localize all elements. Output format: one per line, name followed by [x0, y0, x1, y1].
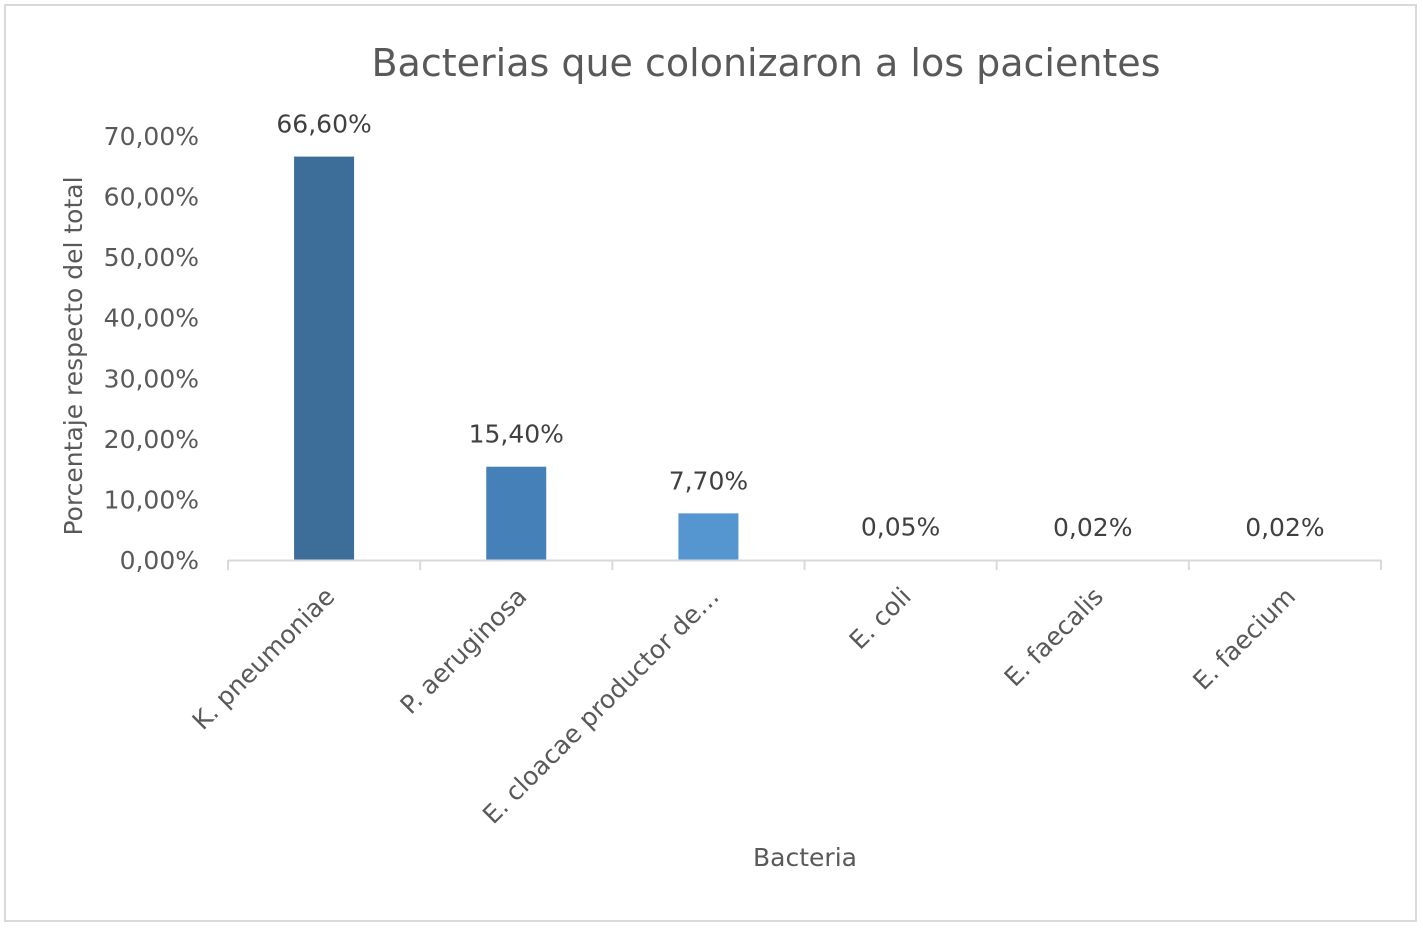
- data-label: 15,40%: [469, 420, 564, 449]
- bar: [486, 466, 547, 560]
- data-label: 66,60%: [276, 110, 371, 139]
- chart-frame: [4, 4, 1417, 922]
- x-tick-label: K. pneumoniae: [187, 582, 341, 736]
- x-axis-label: Bacteria: [753, 843, 857, 872]
- y-tick-label: 60,00%: [104, 183, 199, 212]
- y-axis-ticks: 0,00% 10,00% 20,00% 30,00% 40,00% 50,00% 60,00…: [104, 122, 199, 575]
- data-label: 7,70%: [669, 466, 748, 495]
- data-label: 0,05%: [861, 513, 940, 542]
- x-tick-label: E. coli: [844, 582, 917, 655]
- y-axis-label: Porcentaje respecto del total: [59, 176, 88, 535]
- data-label: 0,02%: [1245, 513, 1324, 542]
- x-tick-label: E. faecalis: [999, 582, 1109, 692]
- chart-title: Bacterias que colonizaron a los paciente…: [371, 41, 1160, 85]
- x-tick-label: E. faecium: [1187, 582, 1301, 696]
- y-tick-label: 10,00%: [104, 485, 199, 514]
- y-tick-label: 30,00%: [104, 364, 199, 393]
- y-tick-label: 0,00%: [120, 546, 199, 575]
- x-tick-label: P. aeruginosa: [394, 582, 532, 720]
- bar: [678, 513, 739, 560]
- x-axis: [227, 559, 1382, 570]
- y-tick-label: 20,00%: [104, 425, 199, 454]
- bar: [294, 156, 355, 560]
- bars: [294, 156, 1315, 560]
- data-labels: 66,60% 15,40% 7,70% 0,05% 0,02% 0,02%: [276, 110, 1324, 542]
- y-tick-label: 40,00%: [104, 304, 199, 333]
- data-label: 0,02%: [1053, 513, 1132, 542]
- y-tick-label: 50,00%: [104, 243, 199, 272]
- y-tick-label: 70,00%: [104, 122, 199, 151]
